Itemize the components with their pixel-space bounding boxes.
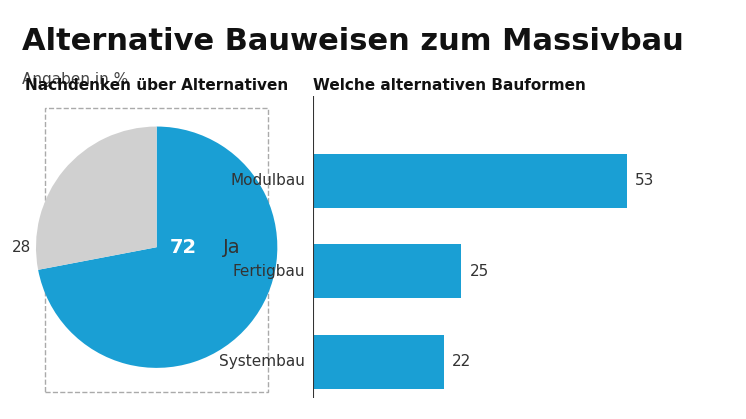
Text: Welche alternativen Bauformen: Welche alternativen Bauformen (313, 78, 586, 93)
Wedge shape (38, 127, 278, 368)
FancyBboxPatch shape (313, 244, 461, 298)
Text: Fertigbau: Fertigbau (233, 264, 305, 279)
Text: Alternative Bauweisen zum Massivbau: Alternative Bauweisen zum Massivbau (22, 27, 684, 56)
Text: Modulbau: Modulbau (230, 173, 305, 188)
Text: Systembau: Systembau (219, 354, 305, 369)
Text: 28: 28 (12, 240, 31, 255)
FancyBboxPatch shape (313, 335, 444, 389)
Text: Angaben in %: Angaben in % (22, 72, 128, 88)
Text: 53: 53 (636, 173, 655, 188)
Text: 22: 22 (452, 354, 471, 369)
Text: Ja: Ja (223, 238, 241, 257)
Wedge shape (36, 127, 157, 270)
Text: Nachdenken über Alternativen: Nachdenken über Alternativen (25, 78, 288, 93)
Text: 72: 72 (169, 238, 197, 257)
Text: 25: 25 (470, 264, 489, 279)
FancyBboxPatch shape (313, 154, 627, 208)
